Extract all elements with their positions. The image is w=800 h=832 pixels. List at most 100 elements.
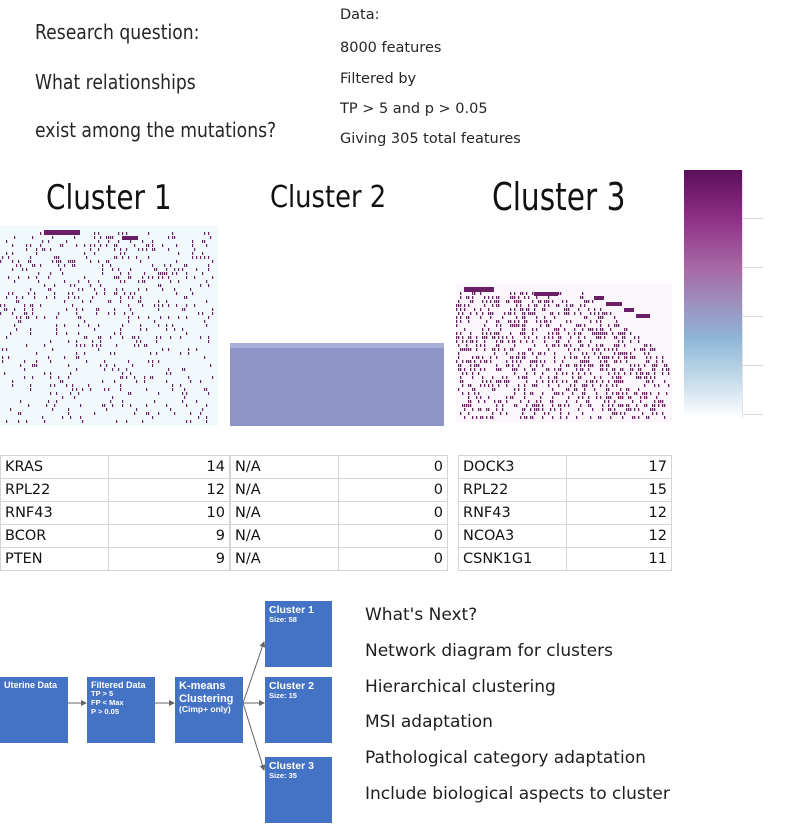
heatmap-cell <box>100 340 102 343</box>
heatmap-cell <box>120 332 122 335</box>
heatmap-cell <box>526 380 528 383</box>
heatmap-cell <box>646 356 648 359</box>
heatmap-cell <box>528 348 530 351</box>
heatmap-cell <box>656 356 658 359</box>
heatmap-cell <box>490 332 492 335</box>
heatmap-cell <box>18 420 20 423</box>
heatmap-cell <box>96 312 98 315</box>
heatmap-cell <box>474 308 476 311</box>
heatmap-cell <box>490 416 492 419</box>
heatmap-cell <box>84 344 86 347</box>
heatmap-cell <box>632 416 634 419</box>
heatmap-cell <box>78 356 80 359</box>
heatmap-cell <box>588 364 590 367</box>
heatmap-cell <box>470 360 472 363</box>
heatmap-cell <box>148 412 150 415</box>
heatmap-cell <box>510 292 512 295</box>
heatmap-cell <box>494 348 496 351</box>
heatmap-cell <box>634 364 636 367</box>
heatmap-cell <box>568 396 570 399</box>
heatmap-cell <box>56 256 58 259</box>
heatmap-cell <box>114 332 116 335</box>
heatmap-cell <box>36 360 38 363</box>
heatmap-cell <box>168 248 170 251</box>
heatmap-cell <box>492 388 494 391</box>
heatmap-cell <box>484 296 486 299</box>
heatmap-cell <box>666 392 668 395</box>
heatmap-cell <box>570 384 572 387</box>
heatmap-cell <box>606 384 608 387</box>
heatmap-cell <box>46 296 48 299</box>
heatmap-cell <box>534 368 536 371</box>
heatmap-cell <box>662 368 664 371</box>
heatmap-cell <box>506 364 508 367</box>
heatmap-cell <box>14 324 16 327</box>
heatmap-cell <box>108 300 110 303</box>
heatmap-cell <box>512 360 514 363</box>
heatmap-cell <box>556 332 558 335</box>
heatmap-cell <box>584 300 586 303</box>
heatmap-cell <box>6 336 8 339</box>
heatmap-cell <box>468 404 470 407</box>
heatmap-cell <box>494 400 496 403</box>
heatmap-cell <box>210 364 212 367</box>
heatmap-cell <box>78 288 80 291</box>
heatmap-cell <box>512 356 514 359</box>
heatmap-cell <box>544 316 546 319</box>
heatmap-cell <box>80 404 82 407</box>
heatmap-cell <box>56 324 58 327</box>
heatmap-cell <box>576 356 578 359</box>
heatmap-cell <box>614 412 616 415</box>
gene-name: RPL22 <box>458 478 567 502</box>
heatmap-cell <box>600 384 602 387</box>
heatmap-cell <box>486 416 488 419</box>
heatmap-cell <box>626 360 628 363</box>
heatmap-cell <box>68 292 70 295</box>
heatmap-cell <box>42 416 44 419</box>
heatmap-cell <box>498 336 500 339</box>
flow-arrow <box>242 702 266 771</box>
heatmap-cell <box>596 348 598 351</box>
heatmap-cell <box>494 300 496 303</box>
heatmap-cell <box>516 300 518 303</box>
heatmap-cell <box>512 364 514 367</box>
heatmap-cell <box>524 324 526 327</box>
heatmap-cell <box>662 404 664 407</box>
heatmap-cell <box>552 336 554 339</box>
heatmap-cell <box>148 316 150 319</box>
heatmap-cell <box>54 284 56 287</box>
heatmap-cell <box>524 328 526 331</box>
heatmap-cell <box>480 416 482 419</box>
heatmap-cell <box>566 364 568 367</box>
heatmap-cell <box>102 272 104 275</box>
gene-count: 11 <box>565 547 673 571</box>
heatmap-cell <box>54 404 56 407</box>
table-row: RPL22 15 <box>458 478 673 502</box>
heatmap-cell <box>492 384 494 387</box>
heatmap-cell <box>146 404 148 407</box>
heatmap-cell <box>644 376 646 379</box>
heatmap-cell <box>20 320 22 323</box>
heatmap-cell <box>70 284 72 287</box>
heatmap-cell <box>76 244 78 247</box>
heatmap-cell <box>84 276 86 279</box>
gene-count: 12 <box>565 524 673 548</box>
heatmap-cell <box>498 300 500 303</box>
cluster-2-gene-table: N/A 0 N/A 0 N/A 0 N/A 0 N/A 0 <box>230 455 449 571</box>
heatmap-cell <box>478 400 480 403</box>
heatmap-cell <box>26 244 28 247</box>
heatmap-cell <box>94 236 96 239</box>
heatmap-cell <box>78 316 80 319</box>
heatmap-cell <box>538 352 540 355</box>
heatmap-cell <box>536 320 538 323</box>
heatmap-cell <box>582 328 584 331</box>
gene-name: RNF43 <box>0 501 109 525</box>
heatmap-cell <box>96 292 98 295</box>
heatmap-cell <box>658 392 660 395</box>
heatmap-cell <box>6 348 8 351</box>
heatmap-cell <box>606 356 608 359</box>
gene-count: 0 <box>337 501 449 525</box>
heatmap-cell <box>600 344 602 347</box>
heatmap-cell <box>532 300 534 303</box>
heatmap-cell <box>618 332 620 335</box>
